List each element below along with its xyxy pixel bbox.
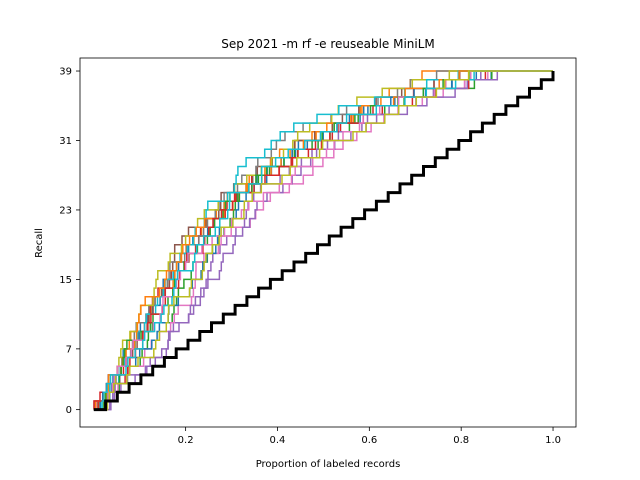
series-line [93,70,553,411]
x-tick-label: 0.8 [453,435,469,446]
x-tick-label: 0.4 [270,435,286,446]
y-tick-label: 39 [59,67,72,78]
series-line [93,70,553,411]
plot-area [93,70,555,412]
y-tick-label: 23 [59,205,72,216]
series-line [93,70,553,411]
y-axis: 0 7 15 23 31 39 [59,67,80,416]
chart-title: Sep 2021 -m rf -e reuseable MiniLM [221,37,435,51]
series-line [93,70,553,411]
x-tick-label: 1.0 [545,435,561,446]
y-tick-label: 15 [59,275,72,286]
axes-frame [79,57,577,428]
series-line [93,70,553,411]
y-tick-label: 7 [66,344,72,355]
x-tick-label: 0.2 [178,435,194,446]
y-axis-label: Recall [34,228,45,258]
series-line [93,70,553,411]
x-tick-label: 0.6 [361,435,377,446]
series-line [93,70,553,411]
y-tick-label: 0 [66,405,72,416]
x-axis-label: Proportion of labeled records [256,459,401,470]
x-axis: 0.2 0.4 0.6 0.8 1.0 [178,427,561,446]
baseline-line [93,71,555,412]
y-tick-label: 31 [59,136,72,147]
